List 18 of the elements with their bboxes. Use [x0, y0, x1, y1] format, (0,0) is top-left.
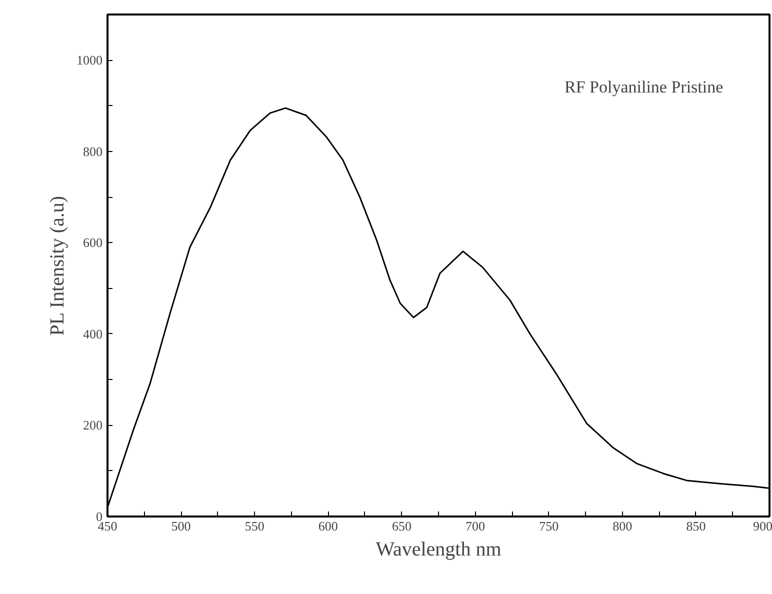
x-tick-label: 750: [539, 518, 559, 534]
x-tick-label: 550: [244, 518, 264, 534]
y-tick-label: 600: [83, 235, 102, 250]
y-tick-label: 200: [83, 418, 102, 433]
x-axis-title: Wavelength nm: [376, 538, 502, 560]
x-tick-label: 800: [612, 518, 632, 534]
x-tick-label: 600: [318, 518, 338, 534]
y-tick-label: 0: [96, 509, 102, 524]
x-tick-label: 700: [466, 518, 486, 534]
x-tick-label: 850: [686, 518, 706, 534]
y-tick-label: 400: [83, 326, 102, 342]
x-tick-label: 500: [171, 518, 191, 534]
annotation: RF Polyaniline Pristine: [564, 77, 724, 96]
y-axis-title: PL Intensity (a.u): [46, 196, 68, 336]
x-tick-label: 650: [392, 518, 412, 534]
x-tick-label: 900: [753, 518, 772, 534]
y-tick-label: 1000: [76, 52, 102, 68]
y-tick-label: 800: [83, 144, 102, 159]
